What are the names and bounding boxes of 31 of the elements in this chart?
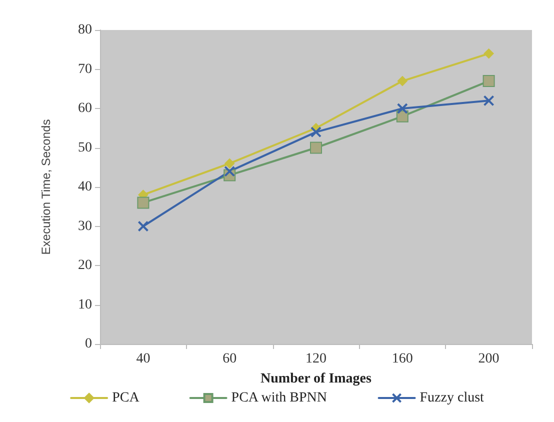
y-tick-label: 40 xyxy=(78,180,92,194)
point xyxy=(137,196,150,209)
point xyxy=(224,166,236,177)
point xyxy=(310,126,322,138)
y-tick-label: 20 xyxy=(78,258,92,273)
x-tick-label: 60 xyxy=(222,352,237,366)
point xyxy=(482,75,495,88)
point xyxy=(396,103,408,114)
point xyxy=(310,142,322,154)
x-tick-label: 40 xyxy=(136,352,150,366)
y-tick-label: 80 xyxy=(78,22,92,38)
legend-label: PCA xyxy=(112,390,140,406)
x-tick-label: 120 xyxy=(306,352,326,366)
y-tick-label: 0 xyxy=(85,336,92,352)
point xyxy=(484,48,494,59)
y-tick-label: 60 xyxy=(78,101,92,116)
legend-label: Fuzzy clust xyxy=(420,390,484,406)
y-tick-label: 70 xyxy=(78,62,92,77)
y-axis-title: Execution Time, Seconds xyxy=(39,119,53,255)
x-axis-title: Number of Images xyxy=(260,372,372,386)
y-tick-label: 30 xyxy=(78,218,92,234)
point xyxy=(138,220,149,232)
point xyxy=(224,158,235,168)
y-tick-label: 10 xyxy=(78,297,92,312)
point xyxy=(396,110,408,122)
point xyxy=(483,95,494,106)
legend-label: PCA with BPNN xyxy=(231,390,328,406)
x-tick-label: 200 xyxy=(478,352,500,366)
point xyxy=(397,76,408,86)
x-tick-label: 160 xyxy=(392,352,413,366)
y-tick-label: 50 xyxy=(78,140,92,156)
